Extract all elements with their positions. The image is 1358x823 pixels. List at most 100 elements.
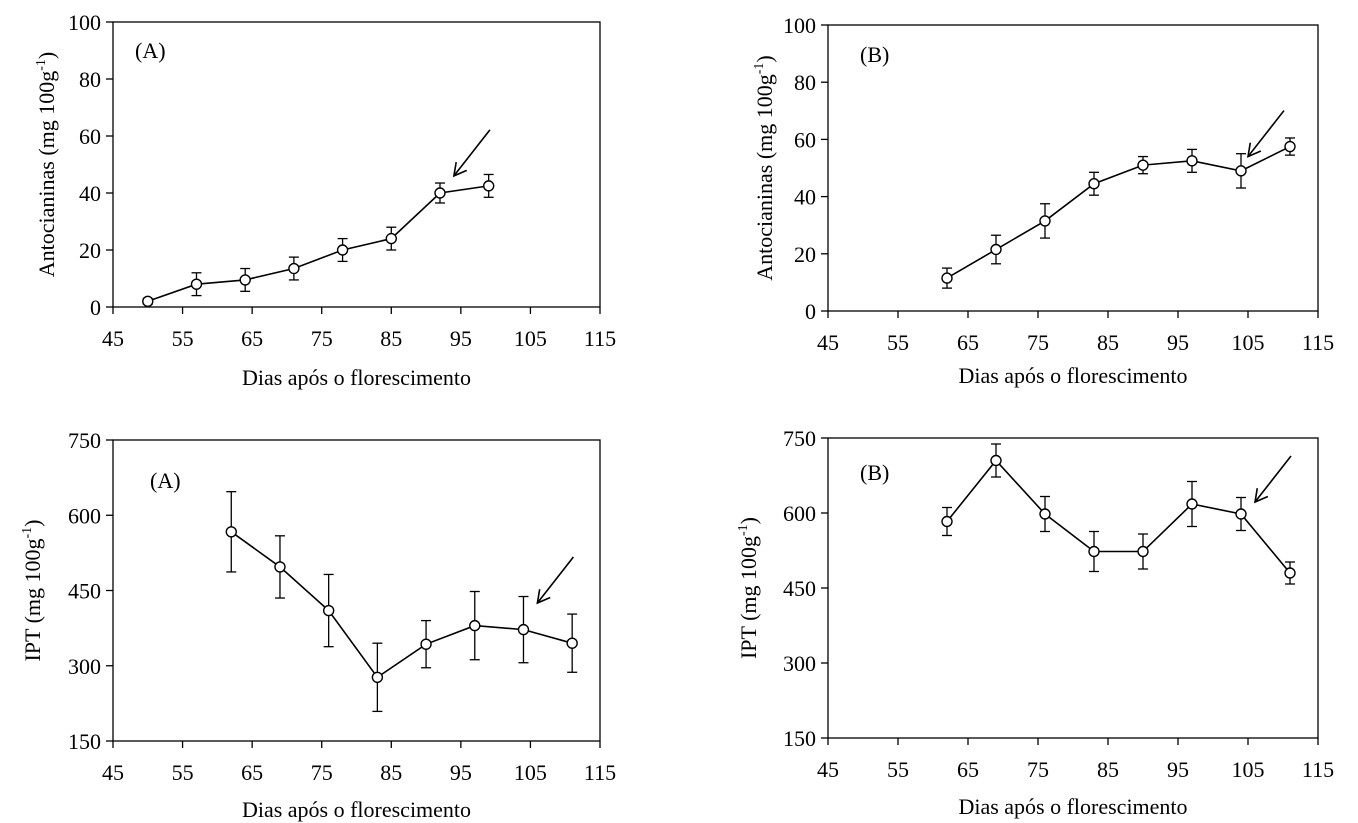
annotation-arrow bbox=[536, 556, 575, 605]
data-point bbox=[1088, 178, 1100, 190]
data-point bbox=[990, 454, 1002, 467]
data-point bbox=[274, 561, 286, 573]
y-tick-label: 300 bbox=[68, 654, 101, 679]
data-point bbox=[225, 526, 237, 538]
x-tick-label: 55 bbox=[887, 757, 909, 782]
arrow-head bbox=[1253, 488, 1269, 504]
y-tick-label: 20 bbox=[794, 242, 816, 267]
panel-label: (B) bbox=[860, 460, 889, 485]
series-line bbox=[230, 531, 573, 679]
x-axis-title: Dias após o florescimento bbox=[958, 794, 1187, 819]
data-point bbox=[1186, 498, 1198, 510]
y-axis-title-close: ) bbox=[20, 519, 45, 526]
y-tick-label: 100 bbox=[783, 13, 816, 38]
x-tick-label: 85 bbox=[380, 326, 402, 351]
x-tick-label: 65 bbox=[957, 757, 979, 782]
data-point bbox=[1235, 165, 1247, 177]
x-tick-label: 55 bbox=[887, 330, 909, 355]
x-tick-label: 45 bbox=[817, 330, 839, 355]
y-tick-label: 60 bbox=[794, 127, 816, 152]
annotation-arrow bbox=[452, 129, 491, 178]
y-axis-title-main: Antocianinas (mg 100g bbox=[752, 74, 777, 281]
arrow-head bbox=[1246, 142, 1262, 158]
x-tick-label: 45 bbox=[102, 326, 124, 351]
x-tick-label: 105 bbox=[1232, 330, 1265, 355]
series-line bbox=[946, 145, 1291, 279]
y-axis-title: IPT (mg 100g-1) bbox=[736, 517, 761, 659]
x-tick-label: 75 bbox=[311, 760, 333, 785]
data-point bbox=[1235, 508, 1247, 520]
x-tick-label: 95 bbox=[450, 760, 472, 785]
data-point bbox=[288, 262, 300, 275]
y-axis-title-superscript: -1 bbox=[20, 527, 35, 539]
data-point bbox=[1039, 215, 1051, 227]
arrow-shaft bbox=[1247, 110, 1285, 158]
x-axis-title: Dias após o florescimento bbox=[242, 797, 471, 822]
y-tick-label: 0 bbox=[90, 295, 101, 320]
data-point bbox=[336, 244, 349, 256]
y-tick-label: 0 bbox=[805, 299, 816, 324]
x-tick-label: 75 bbox=[311, 326, 333, 351]
series-line bbox=[946, 459, 1291, 574]
x-tick-label: 95 bbox=[450, 326, 472, 351]
y-tick-label: 80 bbox=[79, 67, 101, 92]
y-tick-label: 750 bbox=[783, 426, 816, 451]
chart-panel-1: 45 55 65 75 85 95 105 115 0 20 40 60 80 100 Dias após … bbox=[34, 10, 616, 390]
data-point bbox=[941, 515, 953, 528]
data-point bbox=[142, 295, 154, 307]
x-tick-label: 115 bbox=[1302, 330, 1334, 355]
data-point bbox=[941, 272, 953, 284]
x-tick-label: 75 bbox=[1027, 330, 1049, 355]
series-line bbox=[147, 185, 489, 303]
y-tick-label: 20 bbox=[79, 238, 101, 263]
x-tick-label: 115 bbox=[584, 326, 616, 351]
y-tick-label: 80 bbox=[794, 70, 816, 95]
y-axis-title-main: IPT (mg 100g bbox=[20, 538, 45, 661]
x-tick-label: 105 bbox=[1232, 757, 1265, 782]
y-tick-label: 600 bbox=[68, 503, 101, 528]
panel-label: (A) bbox=[150, 468, 181, 493]
x-tick-label: 85 bbox=[380, 760, 402, 785]
plot-frame bbox=[827, 24, 1319, 312]
data-point bbox=[434, 187, 446, 199]
data-point bbox=[1137, 545, 1149, 558]
x-tick-label: 105 bbox=[514, 760, 547, 785]
x-tick-label: 75 bbox=[1027, 757, 1049, 782]
y-tick-label: 60 bbox=[79, 124, 101, 149]
y-tick-label: 150 bbox=[783, 726, 816, 751]
y-axis-title: IPT (mg 100g-1) bbox=[20, 519, 45, 661]
data-point bbox=[469, 619, 481, 632]
x-tick-label: 85 bbox=[1097, 330, 1119, 355]
y-tick-label: 450 bbox=[68, 579, 101, 604]
y-axis-title-main: Antocianinas (mg 100g bbox=[34, 71, 59, 278]
plot-frame bbox=[827, 437, 1319, 739]
y-axis-title-close: ) bbox=[752, 55, 777, 62]
y-tick-label: 100 bbox=[68, 10, 101, 35]
x-tick-label: 65 bbox=[957, 330, 979, 355]
y-tick-label: 150 bbox=[68, 729, 101, 754]
data-point bbox=[385, 232, 397, 245]
data-point bbox=[990, 243, 1002, 256]
y-axis-title-superscript: -1 bbox=[736, 524, 751, 536]
chart-panel-3: 45 55 65 75 85 95 105 115 150 300 450 600 750 Dias ap… bbox=[20, 428, 616, 822]
data-point bbox=[1039, 508, 1051, 520]
y-axis-title: Antocianinas (mg 100g-1) bbox=[34, 52, 59, 278]
y-axis-title: Antocianinas (mg 100g-1) bbox=[752, 55, 777, 281]
data-point bbox=[371, 671, 384, 683]
arrow-head bbox=[452, 161, 468, 178]
data-point bbox=[322, 604, 335, 617]
annotation-arrow bbox=[1246, 110, 1285, 158]
x-tick-label: 45 bbox=[102, 760, 124, 785]
chart-panel-4: 45 55 65 75 85 95 105 115 150 300 450 600 750 Dias ap… bbox=[736, 426, 1334, 819]
y-tick-label: 450 bbox=[783, 576, 816, 601]
y-axis-title-superscript: -1 bbox=[752, 63, 767, 75]
x-tick-label: 115 bbox=[584, 760, 616, 785]
x-tick-label: 105 bbox=[514, 326, 547, 351]
y-axis-title-superscript: -1 bbox=[34, 59, 49, 71]
x-axis-title: Dias após o florescimento bbox=[242, 365, 471, 390]
data-point bbox=[566, 637, 578, 649]
y-axis-title-main: IPT (mg 100g bbox=[736, 536, 761, 659]
data-point bbox=[1284, 567, 1296, 579]
x-tick-label: 115 bbox=[1302, 757, 1334, 782]
data-point bbox=[420, 638, 432, 650]
